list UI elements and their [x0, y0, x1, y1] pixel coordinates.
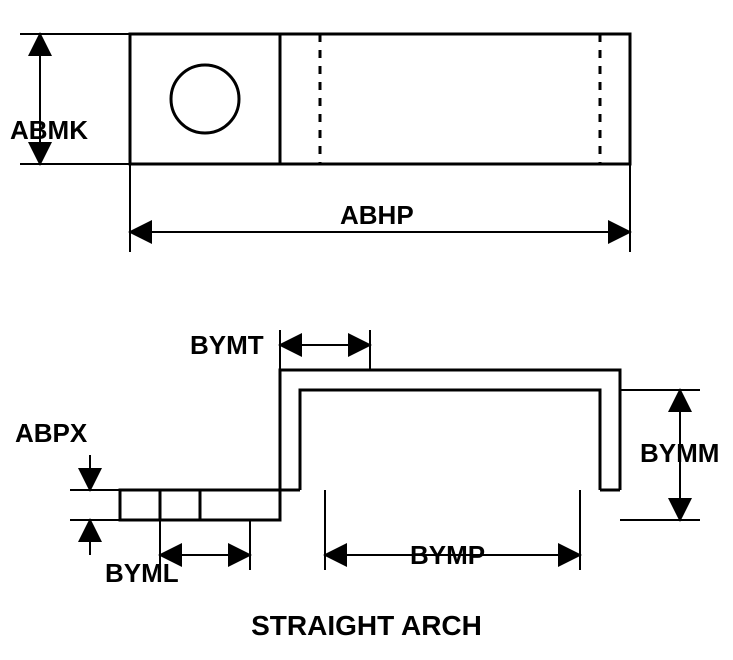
arch-inner: [300, 390, 600, 490]
label-bymp: BYMP: [410, 540, 485, 571]
label-byml: BYML: [105, 558, 179, 589]
top-view-rect: [130, 34, 630, 164]
top-view-circle: [171, 65, 239, 133]
diagram-title: STRAIGHT ARCH: [0, 610, 733, 642]
label-abmk: ABMK: [10, 115, 88, 146]
label-bymt: BYMT: [190, 330, 264, 361]
label-abpx: ABPX: [15, 418, 87, 449]
label-abhp: ABHP: [340, 200, 414, 231]
label-bymm: BYMM: [640, 438, 719, 469]
arch-outer: [280, 370, 620, 490]
diagram-container: ABMK ABHP BYMT ABPX BYML BYMP BYMM STRAI…: [0, 0, 733, 660]
